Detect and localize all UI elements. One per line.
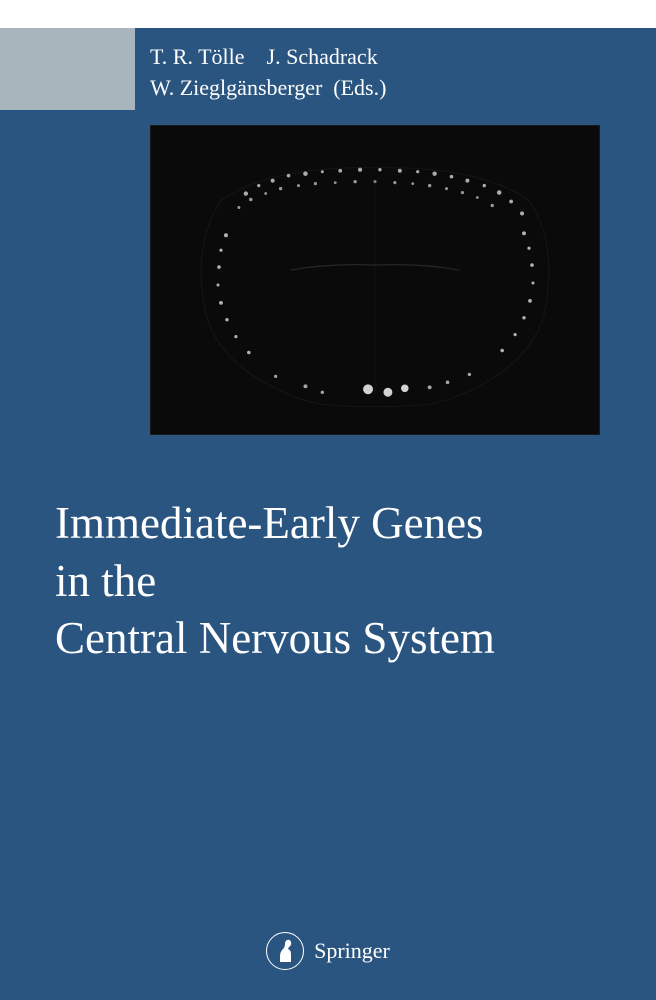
editors-suffix: (Eds.) [333,75,386,100]
editors-line-1: T. R. Tölle J. Schadrack [150,42,386,73]
brain-svg [151,126,599,434]
top-white-bar [0,0,656,28]
brain-section-image [150,125,600,435]
gray-accent-block [0,28,135,110]
springer-logo-icon [266,932,304,970]
title-line-2: in the [55,553,495,611]
title-line-3: Central Nervous System [55,610,495,668]
title-line-1: Immediate-Early Genes [55,495,495,553]
editors-line-2: W. Zieglgänsberger (Eds.) [150,73,386,104]
publisher-name: Springer [314,938,390,964]
editor-1: T. R. Tölle [150,44,245,69]
editors-block: T. R. Tölle J. Schadrack W. Zieglgänsber… [150,42,386,104]
editor-3: W. Zieglgänsberger [150,75,322,100]
editor-2: J. Schadrack [267,44,378,69]
book-title: Immediate-Early Genes in the Central Ner… [55,495,495,668]
publisher-block: Springer [0,932,656,970]
